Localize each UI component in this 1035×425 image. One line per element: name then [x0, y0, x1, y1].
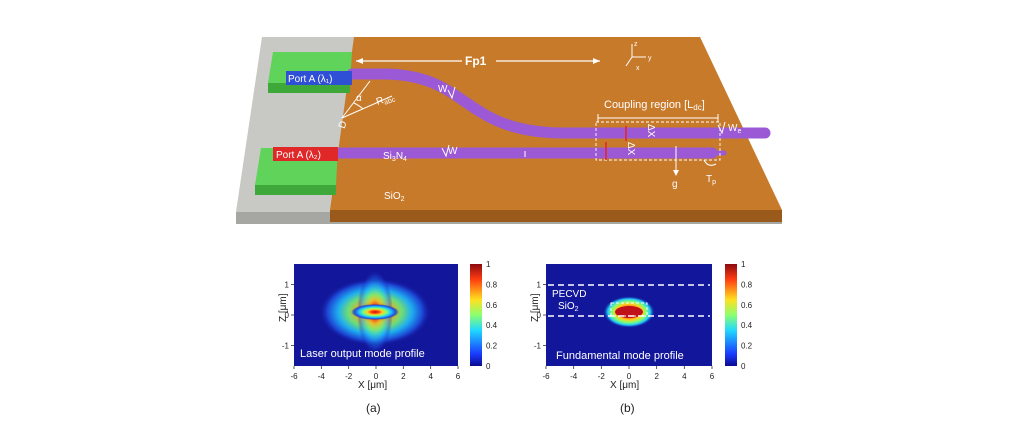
pad-top-side — [268, 83, 350, 93]
colorbar-tick-label: 0.6 — [486, 301, 498, 310]
taper-brace — [703, 159, 717, 166]
plot-a: Laser output mode profile -6 -4 -2 0 2 4 6 1 0 -1… — [278, 260, 498, 415]
y-tick-label: 1 — [537, 280, 542, 289]
x-tick-label: 4 — [682, 372, 687, 381]
x-tick-label: 2 — [654, 372, 659, 381]
plot-b-ylabel: Z [μm] — [530, 293, 541, 322]
w-mark-bottom — [441, 144, 450, 158]
y-tick-label: 0 — [537, 311, 542, 320]
colorbar-tick-label: 0 — [741, 362, 746, 371]
gap-arrow — [673, 170, 679, 176]
plot-b-mode-core — [615, 306, 643, 318]
y-tick-label: 0 — [285, 311, 290, 320]
w-label-bottom: W — [448, 146, 458, 157]
angle-arc — [353, 102, 364, 110]
axis-triad — [625, 44, 646, 67]
plot-b-overlay-text: Fundamental mode profile — [556, 350, 684, 362]
plot-b-pecvd-label: PECVD — [552, 289, 586, 300]
colorbar-tick-label: 1 — [486, 260, 491, 269]
radius-line — [341, 95, 393, 119]
plot-a-ylabel: Z [μm] — [278, 293, 289, 322]
pad-bottom-side — [255, 185, 336, 195]
plot-a-colorbar-ticks: 1 0.8 0.6 0.4 0.2 0 — [486, 260, 498, 371]
x-tick-label: 0 — [627, 372, 632, 381]
sio2-top — [330, 37, 782, 210]
coupling-label: Coupling region [Ldc] — [604, 99, 705, 112]
w-label-top: W — [438, 84, 448, 95]
colorbar-tick-label: 1 — [741, 260, 746, 269]
plot-a-mode-core — [351, 304, 399, 320]
plot-a-caption: (a) — [366, 401, 381, 415]
x-tick-label: -6 — [290, 372, 298, 381]
plot-b-sio2-label: SiO2 — [558, 301, 579, 313]
y-tick-label: -1 — [534, 342, 542, 351]
plot-b-colorbar-ticks: 1 0.8 0.6 0.4 0.2 0 — [741, 260, 753, 371]
colorbar-tick-label: 0.4 — [741, 321, 753, 330]
axis-z-label: z — [634, 41, 638, 48]
plot-b-colorbar — [725, 264, 737, 366]
colorbar-tick-label: 0 — [486, 362, 491, 371]
alpha-label: α — [356, 93, 362, 104]
y-tick-label: -1 — [282, 342, 290, 351]
x-tick-label: -2 — [345, 372, 353, 381]
x-tick-label: -2 — [598, 372, 606, 381]
r-label: Rabc — [375, 92, 397, 109]
dx-label-top: ΔX — [645, 124, 656, 138]
y-tick-label: 1 — [285, 280, 290, 289]
coupling-box — [595, 121, 721, 161]
axis-y-label: y — [648, 55, 652, 62]
g-label: g — [672, 179, 678, 190]
port2-label: Port A (λ₂) — [276, 150, 321, 161]
axis-x-label: x — [636, 65, 640, 72]
fp1-arrow-head-left — [356, 58, 363, 64]
port2-label-bg — [273, 147, 338, 161]
waveguide-top — [346, 68, 771, 139]
plot-b-caption: (b) — [620, 401, 635, 415]
sio2-label: SiO2 — [384, 191, 405, 203]
port1-label: Port A (λ₁) — [288, 74, 333, 85]
plot-a-overlay-text: Laser output mode profile — [300, 348, 425, 360]
x-tick-label: -6 — [542, 372, 550, 381]
plot-b-axes: -6 -4 -2 0 2 4 6 1 0 -1 — [534, 280, 715, 381]
colorbar-tick-label: 0.4 — [486, 321, 498, 330]
x-tick-label: -4 — [318, 372, 326, 381]
we-mark — [717, 121, 726, 135]
colorbar-tick-label: 0.6 — [741, 301, 753, 310]
tp-label: Tp — [706, 174, 716, 186]
plot-b-xlabel: X [μm] — [610, 380, 639, 391]
fp1-arrow-head-right — [593, 58, 600, 64]
chip-diagram: Port A (λ₁) Port A (λ₂) Fp1 z y x α D Ra… — [236, 37, 782, 224]
plot-a-xlabel: X [μm] — [358, 380, 387, 391]
x-tick-label: 2 — [401, 372, 406, 381]
x-tick-label: 6 — [456, 372, 461, 381]
angle-line — [341, 80, 371, 119]
colorbar-tick-label: 0.2 — [741, 342, 753, 351]
plot-a-colorbar — [470, 264, 482, 366]
sin-label: Si3N4 — [383, 151, 407, 163]
colorbar-tick-label: 0.2 — [486, 342, 498, 351]
plot-a-axes: -6 -4 -2 0 2 4 6 1 0 -1 — [282, 280, 461, 381]
d-label: D — [337, 120, 350, 131]
x-tick-label: -4 — [570, 372, 578, 381]
colorbar-tick-label: 0.8 — [741, 280, 753, 289]
x-tick-label: 4 — [428, 372, 433, 381]
x-tick-label: 0 — [374, 372, 379, 381]
plot-b: PECVD SiO2 Fundamental mode profile -6 -4… — [530, 260, 753, 415]
we-label: We — [728, 123, 741, 135]
sio2-front — [330, 210, 782, 222]
fp1-label: Fp1 — [465, 54, 487, 68]
x-tick-label: 6 — [710, 372, 715, 381]
plot-b-waveguide-outline — [610, 302, 648, 317]
w-mark-top — [447, 86, 456, 100]
colorbar-tick-label: 0.8 — [486, 280, 498, 289]
dx-label-bottom: ΔX — [625, 142, 636, 156]
port1-label-bg — [286, 71, 352, 85]
